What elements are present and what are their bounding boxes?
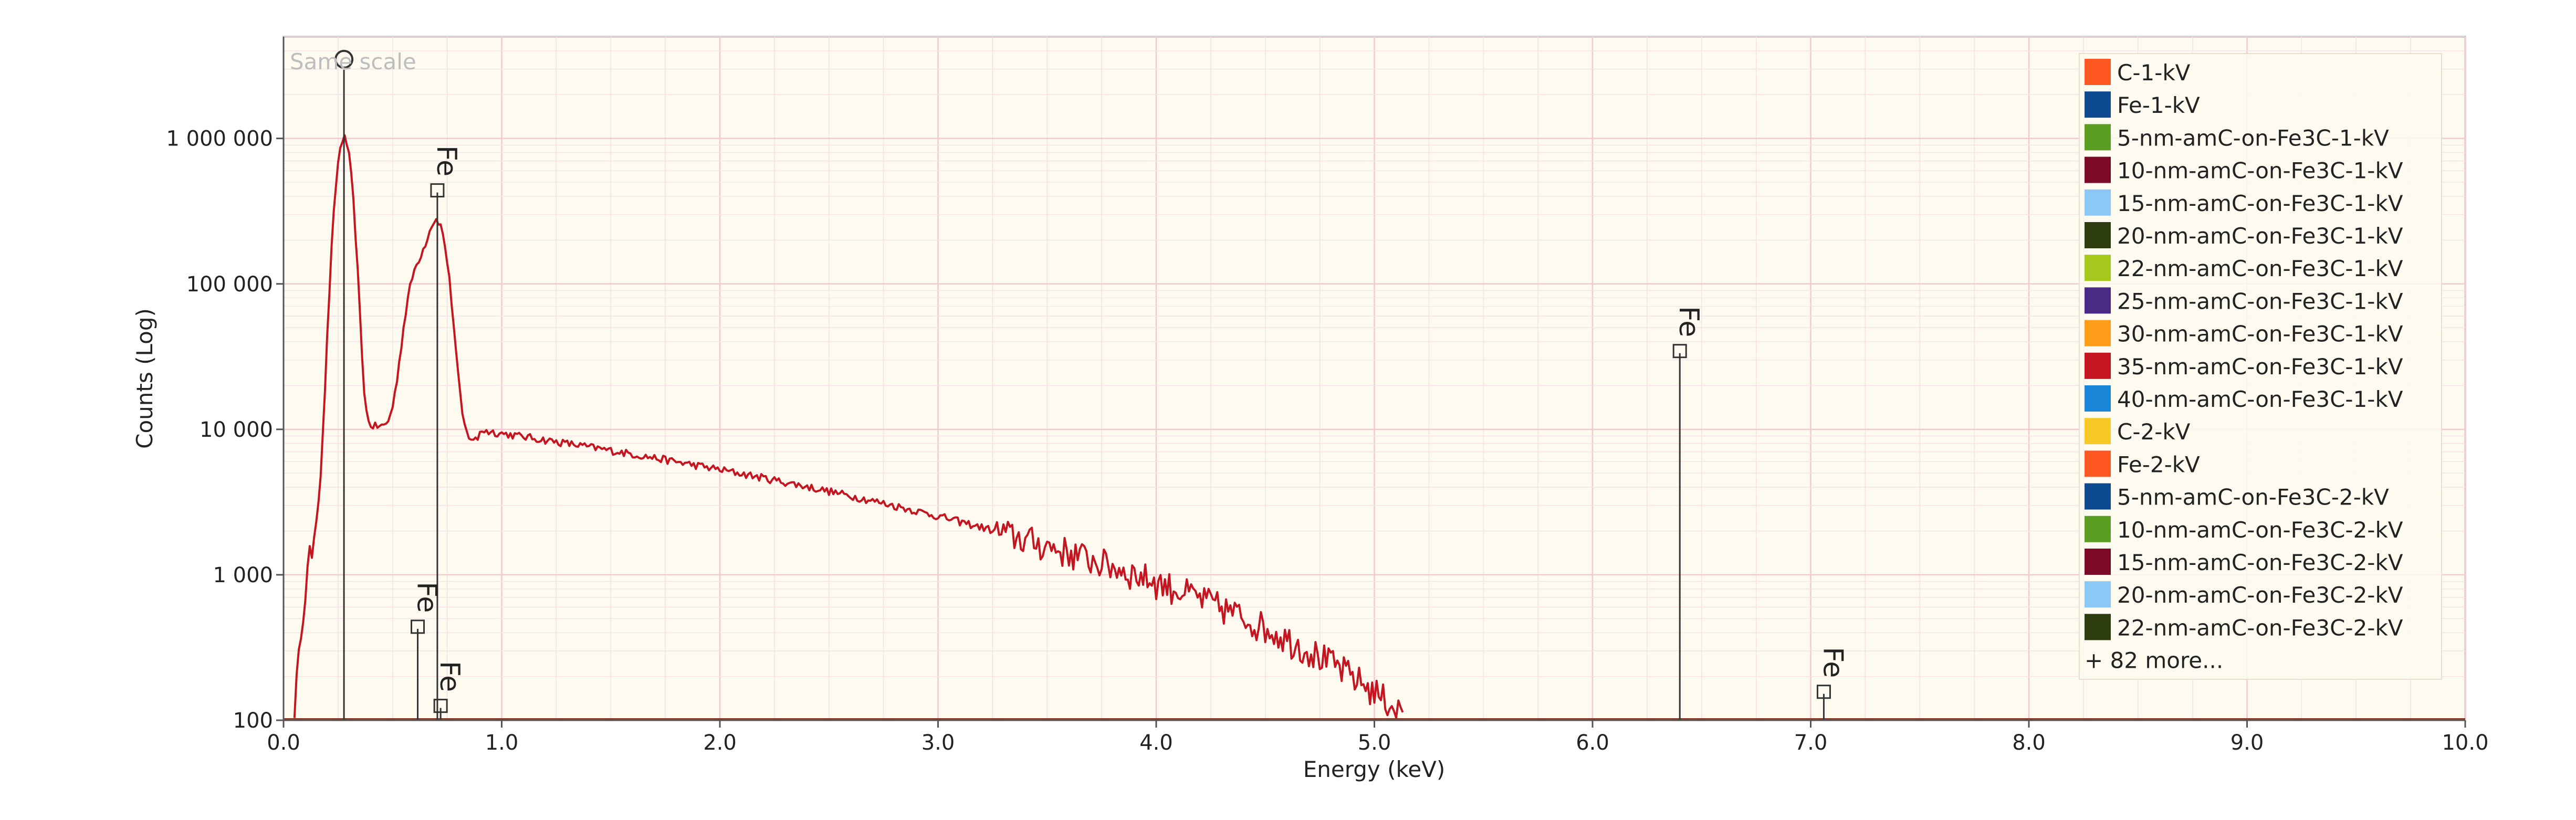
- legend-item[interactable]: Fe-2-kV: [2085, 450, 2200, 477]
- peak-markers: Fe Fe Fe Fe Fe: [334, 49, 1848, 720]
- peak-marker-symbol: [1816, 685, 1831, 699]
- x-tick-label: 2.0: [703, 731, 737, 755]
- x-tick-label: 7.0: [1794, 731, 1828, 755]
- x-tick-label: 10.0: [2442, 731, 2488, 755]
- legend-label: 15-nm-amC-on-Fe3C-1-kV: [2117, 191, 2403, 216]
- peak-marker-symbol: [411, 619, 425, 634]
- y-tick-label: 100 000: [186, 272, 273, 297]
- legend-label: 20-nm-amC-on-Fe3C-1-kV: [2117, 223, 2403, 249]
- y-tick-label: 1 000 000: [166, 127, 273, 151]
- legend-item[interactable]: 15-nm-amC-on-Fe3C-1-kV: [2085, 189, 2403, 216]
- legend-swatch: [2085, 483, 2111, 510]
- peak-label: Fe: [434, 661, 465, 692]
- x-tick-label: 1.0: [485, 731, 519, 755]
- legend-label: 22-nm-amC-on-Fe3C-1-kV: [2117, 256, 2403, 281]
- legend-label: 22-nm-amC-on-Fe3C-2-kV: [2117, 615, 2403, 640]
- legend-label: 15-nm-amC-on-Fe3C-2-kV: [2117, 550, 2403, 575]
- legend-item[interactable]: 35-nm-amC-on-Fe3C-1-kV: [2085, 352, 2403, 380]
- y-tick-label: 1 000: [213, 563, 273, 587]
- y-axis-title: Counts (Log): [132, 308, 158, 449]
- legend-swatch: [2085, 91, 2111, 118]
- legend-swatch: [2085, 614, 2111, 640]
- legend-swatch: [2085, 156, 2111, 183]
- legend-swatch: [2085, 549, 2111, 575]
- peak-label: Fe: [411, 582, 443, 613]
- legend-more-link[interactable]: + 82 more...: [2085, 648, 2223, 674]
- legend-label: 10-nm-amC-on-Fe3C-2-kV: [2117, 517, 2403, 543]
- legend-swatch: [2085, 320, 2111, 346]
- legend-item[interactable]: 40-nm-amC-on-Fe3C-1-kV: [2085, 385, 2403, 412]
- x-tick-label: 0.0: [267, 731, 300, 755]
- legend-swatch: [2085, 222, 2111, 248]
- x-axis-title: Energy (keV): [1303, 756, 1446, 782]
- legend-item[interactable]: 20-nm-amC-on-Fe3C-2-kV: [2085, 581, 2403, 608]
- x-tick-label: 6.0: [1576, 731, 1609, 755]
- legend-swatch: [2085, 59, 2111, 85]
- legend[interactable]: C-1-kV Fe-1-kV 5-nm-amC-on-Fe3C-1-kV 10-nm-…: [2079, 53, 2442, 680]
- legend-label: 20-nm-amC-on-Fe3C-2-kV: [2117, 582, 2403, 608]
- legend-item[interactable]: 10-nm-amC-on-Fe3C-2-kV: [2085, 516, 2403, 543]
- x-tick-label: 5.0: [1358, 731, 1391, 755]
- legend-label: 5-nm-amC-on-Fe3C-1-kV: [2117, 125, 2389, 151]
- peak-marker-symbol: [430, 183, 445, 198]
- legend-label: 10-nm-amC-on-Fe3C-1-kV: [2117, 158, 2403, 184]
- legend-item[interactable]: C-2-kV: [2085, 418, 2191, 445]
- y-tick-label: 10 000: [200, 418, 273, 442]
- legend-item[interactable]: 25-nm-amC-on-Fe3C-1-kV: [2085, 287, 2403, 314]
- legend-swatch: [2085, 385, 2111, 412]
- legend-item[interactable]: Fe-1-kV: [2085, 91, 2200, 118]
- legend-item[interactable]: 15-nm-amC-on-Fe3C-2-kV: [2085, 549, 2403, 575]
- legend-item[interactable]: 5-nm-amC-on-Fe3C-1-kV: [2085, 124, 2389, 151]
- legend-item[interactable]: 20-nm-amC-on-Fe3C-1-kV: [2085, 222, 2403, 249]
- peak-label: Fe: [431, 145, 462, 176]
- legend-item[interactable]: 5-nm-amC-on-Fe3C-2-kV: [2085, 483, 2389, 510]
- peak-marker-symbol: [433, 699, 448, 713]
- legend-label: 25-nm-amC-on-Fe3C-1-kV: [2117, 288, 2403, 314]
- peak-marker-symbol: [1672, 344, 1687, 359]
- legend-item[interactable]: 30-nm-amC-on-Fe3C-1-kV: [2085, 320, 2403, 347]
- legend-swatch: [2085, 418, 2111, 445]
- axes: 0.0 1.0 2.0 3.0 4.0 5.0 6.0 7.0 8.0 9.0 10.0 100 1 0…: [166, 37, 2489, 755]
- legend-swatch: [2085, 255, 2111, 281]
- peak-label: Fe: [1673, 306, 1704, 337]
- legend-label: 30-nm-amC-on-Fe3C-1-kV: [2117, 321, 2403, 347]
- legend-label: 35-nm-amC-on-Fe3C-1-kV: [2117, 354, 2403, 380]
- legend-swatch: [2085, 287, 2111, 314]
- peak-marker-symbol: [334, 49, 354, 69]
- watermark-text: Same scale: [290, 49, 416, 75]
- y-tick-label: 100: [233, 709, 273, 733]
- legend-box: [2079, 53, 2442, 680]
- legend-item[interactable]: C-1-kV: [2085, 59, 2191, 86]
- x-tick-label: 8.0: [2012, 731, 2046, 755]
- series-layer: [284, 134, 2465, 720]
- legend-item[interactable]: 22-nm-amC-on-Fe3C-1-kV: [2085, 255, 2403, 281]
- legend-label: C-2-kV: [2117, 419, 2191, 445]
- legend-label: Fe-1-kV: [2117, 92, 2200, 118]
- legend-label: C-1-kV: [2117, 60, 2191, 86]
- legend-swatch: [2085, 581, 2111, 608]
- legend-swatch: [2085, 516, 2111, 542]
- legend-swatch: [2085, 124, 2111, 151]
- legend-swatch: [2085, 352, 2111, 379]
- legend-label: 5-nm-amC-on-Fe3C-2-kV: [2117, 485, 2389, 510]
- legend-swatch: [2085, 189, 2111, 216]
- spectrum-series-line: [293, 134, 1404, 719]
- legend-label: Fe-2-kV: [2117, 451, 2200, 477]
- legend-label: 40-nm-amC-on-Fe3C-1-kV: [2117, 386, 2403, 412]
- legend-swatch: [2085, 450, 2111, 477]
- x-tick-label: 3.0: [922, 731, 955, 755]
- legend-item[interactable]: 22-nm-amC-on-Fe3C-2-kV: [2085, 614, 2403, 640]
- legend-item[interactable]: 10-nm-amC-on-Fe3C-1-kV: [2085, 156, 2403, 184]
- x-tick-label: 4.0: [1139, 731, 1173, 755]
- x-tick-label: 9.0: [2231, 731, 2264, 755]
- peak-label: Fe: [1817, 647, 1848, 678]
